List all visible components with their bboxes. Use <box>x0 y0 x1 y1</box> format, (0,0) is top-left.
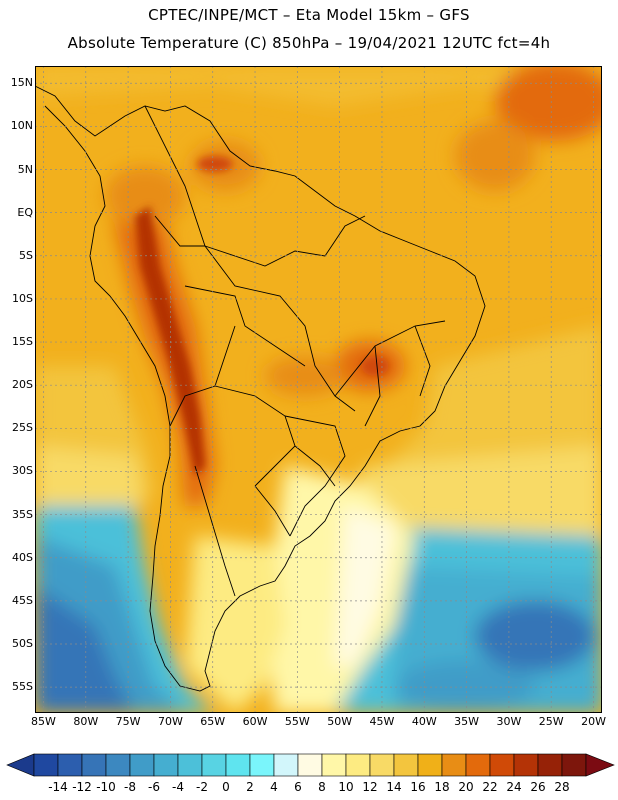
lon-label: 85W <box>31 715 56 728</box>
colorbar-overflow-triangle <box>585 753 615 777</box>
lat-label: 45S <box>12 593 33 607</box>
lat-label: 10S <box>12 291 33 305</box>
lon-label: 45W <box>369 715 395 728</box>
lon-label: 50W <box>327 715 353 728</box>
colorbar-swatch <box>297 753 323 777</box>
lat-label: 5N <box>17 162 33 176</box>
colorbar-label: 12 <box>362 780 378 794</box>
lon-label: 40W <box>411 715 437 728</box>
colorbar-label: 8 <box>318 780 326 794</box>
map-canvas <box>35 66 602 713</box>
lat-label: 30S <box>12 464 33 478</box>
colorbar-label: -2 <box>196 780 208 794</box>
colorbar-swatch <box>201 753 227 777</box>
colorbar-label: 22 <box>482 780 498 794</box>
colorbar-label: 20 <box>458 780 474 794</box>
colorbar-swatch <box>225 753 251 777</box>
lon-label: 70W <box>157 715 183 728</box>
map-title: CPTEC/INPE/MCT – Eta Model 15km – GFS <box>148 6 470 24</box>
lat-label: 25S <box>12 421 33 435</box>
colorbar-swatch <box>417 753 443 777</box>
lon-label: 30W <box>496 715 522 728</box>
colorbar-swatch <box>273 753 299 777</box>
colorbar-label: -14 <box>48 780 68 794</box>
lat-label: 55S <box>12 680 33 694</box>
colorbar-label: -4 <box>172 780 184 794</box>
colorbar-swatch <box>369 753 395 777</box>
lat-label: 50S <box>12 636 33 650</box>
colorbar-label: -10 <box>96 780 116 794</box>
lat-label: 20S <box>12 378 33 392</box>
colorbar-label: 2 <box>246 780 254 794</box>
colorbar-swatch <box>489 753 515 777</box>
colorbar-label: 24 <box>506 780 522 794</box>
temperature-field <box>35 66 602 713</box>
lat-label: 35S <box>12 507 33 521</box>
lat-label: 15N <box>10 76 33 90</box>
colorbar-label: -8 <box>124 780 136 794</box>
colorbar-swatch <box>345 753 371 777</box>
colorbar-label: 16 <box>410 780 426 794</box>
colorbar-swatch <box>321 753 347 777</box>
lon-label: 25W <box>538 715 564 728</box>
lon-label: 80W <box>73 715 99 728</box>
lat-label: 5S <box>19 248 33 262</box>
colorbar-label: 0 <box>222 780 230 794</box>
map-frame <box>35 66 602 713</box>
colorbar-swatch <box>105 753 131 777</box>
colorbar-swatch <box>537 753 563 777</box>
colorbar-swatch <box>57 753 83 777</box>
colorbar-label: -12 <box>72 780 92 794</box>
colorbar-label: 6 <box>294 780 302 794</box>
lon-label: 20W <box>581 715 606 728</box>
colorbar-label: 14 <box>386 780 402 794</box>
lat-label: 40S <box>12 550 33 564</box>
colorbar-swatch <box>513 753 539 777</box>
lat-label: 10N <box>10 119 33 133</box>
colorbar-swatch <box>153 753 179 777</box>
colorbar-swatch <box>465 753 491 777</box>
colorbar-label: 10 <box>338 780 354 794</box>
colorbar-label: -6 <box>148 780 160 794</box>
colorbar-swatch <box>177 753 203 777</box>
colorbar-underflow-triangle <box>6 753 35 777</box>
lon-label: 75W <box>115 715 141 728</box>
lat-label: EQ <box>17 205 33 219</box>
lat-label: 15S <box>12 335 33 349</box>
lon-label: 60W <box>242 715 268 728</box>
coastlines-and-borders <box>35 85 486 692</box>
colorbar-label: 26 <box>530 780 546 794</box>
colorbar-swatch <box>441 753 467 777</box>
colorbar-swatch <box>393 753 419 777</box>
colorbar-swatch <box>249 753 275 777</box>
colorbar-swatch <box>81 753 107 777</box>
map-subtitle: Absolute Temperature (C) 850hPa – 19/04/… <box>67 34 551 52</box>
colorbar <box>6 753 615 777</box>
lon-label: 35W <box>454 715 480 728</box>
temperature-map <box>35 66 602 713</box>
colorbar-label: 28 <box>554 780 570 794</box>
lon-label: 65W <box>200 715 226 728</box>
lon-label: 55W <box>284 715 310 728</box>
colorbar-swatch <box>33 753 59 777</box>
colorbar-label: 18 <box>434 780 450 794</box>
colorbar-swatch <box>129 753 155 777</box>
colorbar-label: 4 <box>270 780 278 794</box>
colorbar-swatch <box>561 753 587 777</box>
